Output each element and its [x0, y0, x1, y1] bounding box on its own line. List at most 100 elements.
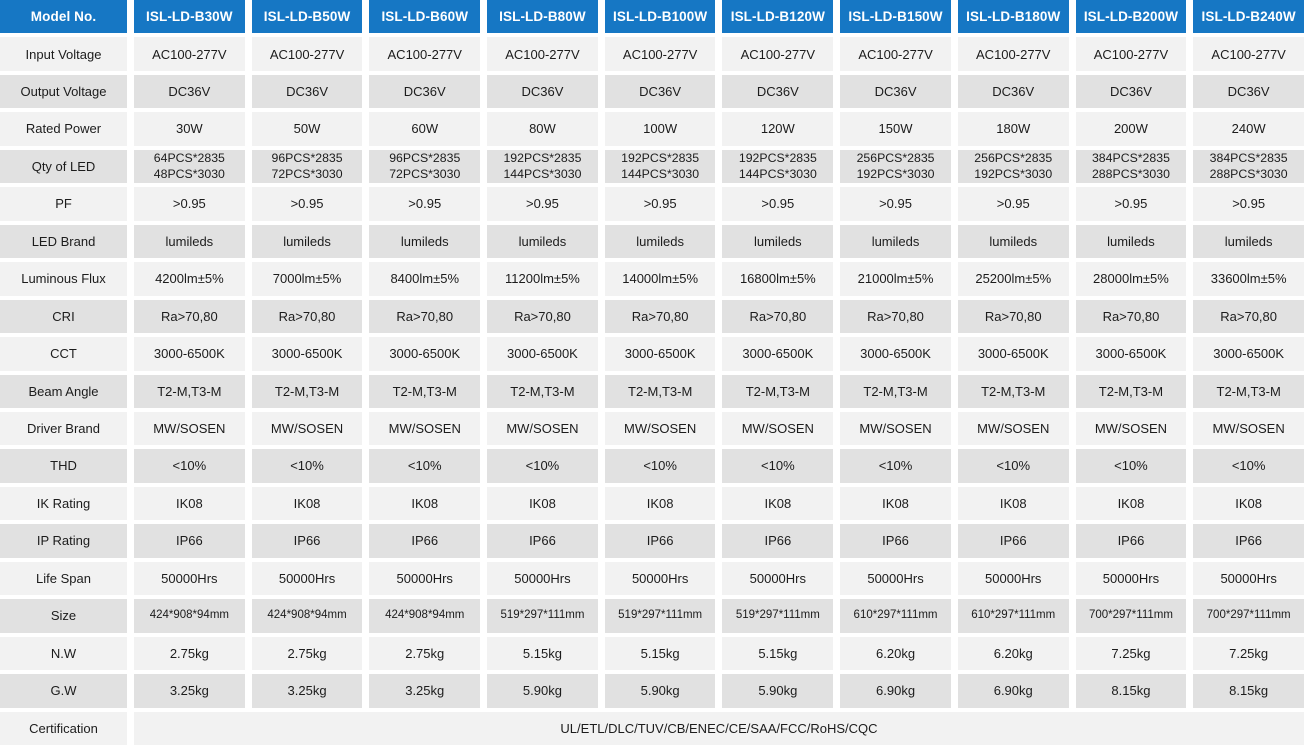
spec-cell: T2-M,T3-M [369, 374, 481, 408]
spec-cell: >0.95 [251, 187, 363, 221]
spec-cell: Ra>70,80 [604, 299, 716, 334]
row-label-certification: Certification [0, 711, 127, 745]
spec-cell: Ra>70,80 [1075, 299, 1187, 334]
spec-cell: AC100-277V [251, 37, 363, 71]
spec-cell: lumileds [1075, 224, 1187, 259]
spec-cell: AC100-277V [369, 37, 481, 71]
spec-cell: 3000-6500K [722, 337, 834, 371]
spec-cell: IK08 [487, 486, 598, 521]
spec-cell: >0.95 [1193, 187, 1304, 221]
spec-cell: lumileds [134, 224, 245, 259]
spec-cell: Ra>70,80 [957, 299, 1069, 334]
spec-cell: IK08 [369, 486, 481, 521]
spec-cell: <10% [251, 449, 363, 483]
spec-cell: lumileds [957, 224, 1069, 259]
header-cell-model: ISL-LD-B240W [1193, 0, 1304, 34]
spec-cell: 2.75kg [134, 636, 245, 671]
spec-cell: MW/SOSEN [604, 411, 716, 446]
spec-cell: 4200lm±5% [134, 262, 245, 296]
spec-cell: 7000lm±5% [251, 262, 363, 296]
spec-cell: <10% [722, 449, 834, 483]
spec-cell: AC100-277V [1075, 37, 1187, 71]
spec-cell: T2-M,T3-M [722, 374, 834, 408]
spec-cell: 3.25kg [134, 674, 245, 708]
row-label-ik-rating: IK Rating [0, 486, 127, 521]
spec-cell: IP66 [134, 524, 245, 558]
row-label-qty-of-led: Qty of LED [0, 149, 127, 184]
row-label-output-voltage: Output Voltage [0, 74, 127, 109]
spec-cell: T2-M,T3-M [604, 374, 716, 408]
spec-cell: T2-M,T3-M [487, 374, 598, 408]
spec-cell: Ra>70,80 [840, 299, 951, 334]
spec-cell: 96PCS*2835 72PCS*3030 [369, 149, 481, 184]
spec-cell: 5.15kg [604, 636, 716, 671]
spec-cell: MW/SOSEN [957, 411, 1069, 446]
spec-cell: 3000-6500K [487, 337, 598, 371]
spec-cell: 50000Hrs [369, 561, 481, 596]
spec-cell: IK08 [957, 486, 1069, 521]
spec-cell: 2.75kg [251, 636, 363, 671]
spec-cell: Ra>70,80 [1193, 299, 1304, 334]
spec-cell: 50000Hrs [840, 561, 951, 596]
spec-cell: 7.25kg [1193, 636, 1304, 671]
spec-cell: IP66 [957, 524, 1069, 558]
spec-cell: >0.95 [722, 187, 834, 221]
spec-cell: DC36V [369, 74, 481, 109]
spec-cell: 700*297*111mm [1075, 599, 1187, 633]
spec-cell: <10% [957, 449, 1069, 483]
spec-cell: 519*297*111mm [604, 599, 716, 633]
spec-cell: 28000lm±5% [1075, 262, 1187, 296]
spec-cell: 3000-6500K [134, 337, 245, 371]
spec-cell: AC100-277V [487, 37, 598, 71]
spec-cell: 50000Hrs [604, 561, 716, 596]
spec-cell: T2-M,T3-M [957, 374, 1069, 408]
spec-cell: 5.90kg [604, 674, 716, 708]
spec-cell: AC100-277V [957, 37, 1069, 71]
spec-cell: <10% [1193, 449, 1304, 483]
spec-cell: Ra>70,80 [722, 299, 834, 334]
spec-cell: 50W [251, 112, 363, 146]
spec-cell: 384PCS*2835 288PCS*3030 [1075, 149, 1187, 184]
row-label-pf: PF [0, 187, 127, 221]
header-cell-model: ISL-LD-B50W [251, 0, 363, 34]
header-cell-model: ISL-LD-B180W [957, 0, 1069, 34]
spec-cell: T2-M,T3-M [840, 374, 951, 408]
spec-cell: 519*297*111mm [722, 599, 834, 633]
spec-cell: 3.25kg [251, 674, 363, 708]
spec-cell: 100W [604, 112, 716, 146]
spec-cell: 424*908*94mm [251, 599, 363, 633]
spec-cell: 6.20kg [957, 636, 1069, 671]
spec-cell: >0.95 [604, 187, 716, 221]
row-label-size: Size [0, 599, 127, 633]
spec-cell: IP66 [604, 524, 716, 558]
spec-cell: DC36V [1075, 74, 1187, 109]
spec-cell: lumileds [1193, 224, 1304, 259]
spec-cell: <10% [369, 449, 481, 483]
spec-cell: T2-M,T3-M [1075, 374, 1187, 408]
spec-cell: MW/SOSEN [722, 411, 834, 446]
spec-cell: 64PCS*2835 48PCS*3030 [134, 149, 245, 184]
spec-cell: <10% [134, 449, 245, 483]
spec-cell: 256PCS*2835 192PCS*3030 [957, 149, 1069, 184]
spec-cell: lumileds [369, 224, 481, 259]
spec-cell: 700*297*111mm [1193, 599, 1304, 633]
spec-cell: 424*908*94mm [369, 599, 481, 633]
spec-cell: 3000-6500K [1075, 337, 1187, 371]
spec-cell: 11200lm±5% [487, 262, 598, 296]
header-cell-model: ISL-LD-B120W [722, 0, 834, 34]
row-label-rated-power: Rated Power [0, 112, 127, 146]
spec-cell: >0.95 [840, 187, 951, 221]
spec-cell: 192PCS*2835 144PCS*3030 [604, 149, 716, 184]
spec-cell: 7.25kg [1075, 636, 1187, 671]
spec-cell: >0.95 [957, 187, 1069, 221]
spec-cell: >0.95 [134, 187, 245, 221]
spec-cell: 5.90kg [722, 674, 834, 708]
row-label-n-w: N.W [0, 636, 127, 671]
spec-cell: 8.15kg [1075, 674, 1187, 708]
spec-cell: MW/SOSEN [369, 411, 481, 446]
spec-cell: 30W [134, 112, 245, 146]
spec-cell: IK08 [1193, 486, 1304, 521]
spec-cell: IP66 [251, 524, 363, 558]
row-label-input-voltage: Input Voltage [0, 37, 127, 71]
row-label-cct: CCT [0, 337, 127, 371]
